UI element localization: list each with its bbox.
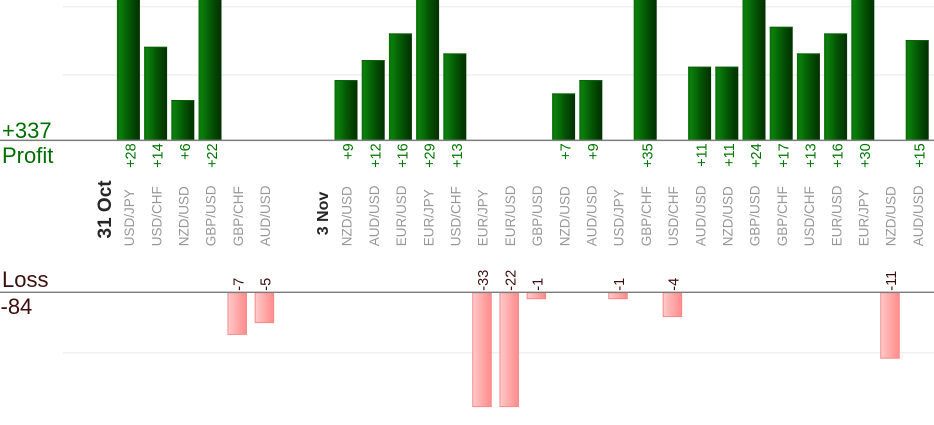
svg-text:AUD/USD: AUD/USD xyxy=(693,185,708,246)
svg-text:+17: +17 xyxy=(776,143,792,168)
svg-text:+12: +12 xyxy=(368,143,384,168)
svg-text:-1: -1 xyxy=(612,278,628,291)
svg-text:-4: -4 xyxy=(667,278,683,291)
svg-text:+30: +30 xyxy=(858,143,874,168)
svg-text:+337: +337 xyxy=(2,118,52,143)
svg-text:USD/JPY: USD/JPY xyxy=(612,189,627,246)
svg-text:+28: +28 xyxy=(124,143,140,168)
svg-text:+11: +11 xyxy=(695,143,711,167)
svg-text:AUD/USD: AUD/USD xyxy=(258,185,273,246)
svg-text:EUR/JPY: EUR/JPY xyxy=(476,189,491,246)
svg-text:GBP/USD: GBP/USD xyxy=(748,185,763,246)
svg-text:EUR/USD: EUR/USD xyxy=(829,185,844,246)
svg-text:+13: +13 xyxy=(804,143,820,168)
svg-text:NZD/USD: NZD/USD xyxy=(884,186,899,246)
svg-text:31 Oct: 31 Oct xyxy=(95,180,116,239)
svg-text:GBP/CHF: GBP/CHF xyxy=(639,186,654,246)
svg-text:+9: +9 xyxy=(341,143,357,160)
svg-text:+9: +9 xyxy=(586,143,602,160)
svg-text:+7: +7 xyxy=(559,143,575,160)
svg-text:+29: +29 xyxy=(423,143,439,168)
svg-text:NZD/USD: NZD/USD xyxy=(557,186,572,246)
svg-text:EUR/JPY: EUR/JPY xyxy=(421,189,436,246)
svg-text:+11: +11 xyxy=(722,143,738,167)
svg-text:-22: -22 xyxy=(503,270,519,291)
svg-text:NZD/USD: NZD/USD xyxy=(340,186,355,246)
svg-text:USD/CHF: USD/CHF xyxy=(666,186,681,246)
svg-text:-1: -1 xyxy=(531,278,547,291)
svg-text:-33: -33 xyxy=(476,270,492,291)
svg-text:-11: -11 xyxy=(884,271,900,291)
svg-text:-7: -7 xyxy=(231,278,247,291)
svg-text:+15: +15 xyxy=(912,143,928,168)
svg-text:EUR/USD: EUR/USD xyxy=(394,185,409,246)
svg-text:+24: +24 xyxy=(749,143,765,168)
svg-text:USD/CHF: USD/CHF xyxy=(149,186,164,246)
svg-text:+6: +6 xyxy=(178,143,194,160)
svg-text:NZD/USD: NZD/USD xyxy=(177,186,192,246)
svg-text:AUD/USD: AUD/USD xyxy=(367,185,382,246)
svg-text:GBP/CHF: GBP/CHF xyxy=(231,186,246,246)
svg-text:+22: +22 xyxy=(205,143,221,168)
svg-text:AUD/USD: AUD/USD xyxy=(911,185,926,246)
svg-text:USD/CHF: USD/CHF xyxy=(449,186,464,246)
svg-text:NZD/USD: NZD/USD xyxy=(721,186,736,246)
svg-text:GBP/USD: GBP/USD xyxy=(204,185,219,246)
svg-text:EUR/JPY: EUR/JPY xyxy=(857,189,872,246)
svg-text:-84: -84 xyxy=(1,294,33,319)
svg-text:-5: -5 xyxy=(259,278,275,291)
svg-text:3 Nov: 3 Nov xyxy=(315,192,332,236)
svg-text:EUR/USD: EUR/USD xyxy=(503,185,518,246)
svg-text:GBP/CHF: GBP/CHF xyxy=(775,186,790,246)
svg-text:+13: +13 xyxy=(450,143,466,168)
svg-text:USD/JPY: USD/JPY xyxy=(122,189,137,246)
svg-text:+35: +35 xyxy=(640,143,656,168)
svg-text:USD/CHF: USD/CHF xyxy=(802,186,817,246)
svg-text:AUD/USD: AUD/USD xyxy=(585,185,600,246)
svg-text:+16: +16 xyxy=(396,143,412,168)
svg-text:+16: +16 xyxy=(831,143,847,168)
svg-text:+14: +14 xyxy=(151,143,167,168)
svg-text:Profit: Profit xyxy=(2,143,53,168)
svg-text:Loss: Loss xyxy=(2,267,48,292)
svg-text:GBP/USD: GBP/USD xyxy=(530,185,545,246)
